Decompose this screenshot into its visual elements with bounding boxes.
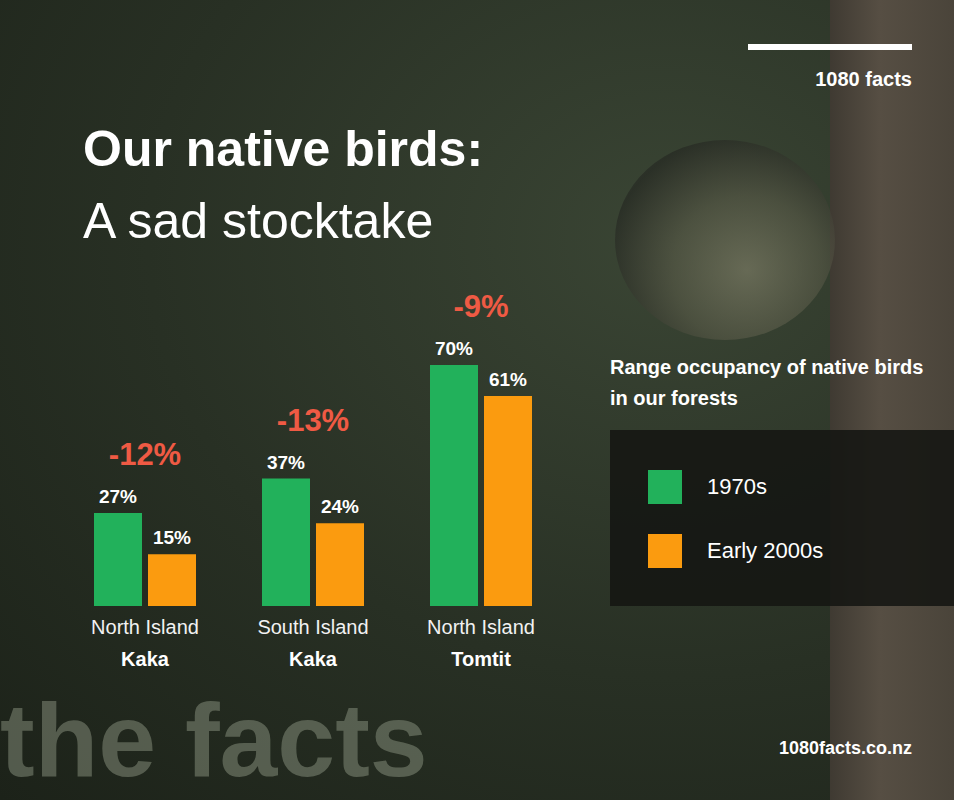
svg-text:-13%: -13%: [277, 403, 349, 438]
svg-text:37%: 37%: [267, 452, 305, 473]
html-text:1970s: 1970s: [707, 474, 767, 499]
svg-text:Tomtit: Tomtit: [451, 648, 511, 670]
svg-text:-9%: -9%: [453, 289, 508, 324]
svg-text:Kaka: Kaka: [121, 648, 170, 670]
html-text:Early 2000s: Early 2000s: [707, 538, 824, 563]
html-text:Range occupancy of native bird: Range occupancy of native birds in our f…: [610, 356, 924, 409]
html-text:1080facts.co.nz: 1080facts.co.nz: [778, 738, 912, 758]
html-text:1080 facts: 1080 facts: [815, 68, 912, 90]
svg-text:27%: 27%: [99, 486, 137, 507]
html-text:Our native birds:: Our native birds:: [83, 121, 484, 177]
svg-text:South Island: South Island: [257, 616, 368, 638]
svg-text:North Island: North Island: [91, 616, 199, 638]
svg-text:24%: 24%: [321, 496, 359, 517]
svg-text:61%: 61%: [489, 369, 527, 390]
svg-text:Kaka: Kaka: [289, 648, 338, 670]
svg-text:15%: 15%: [153, 527, 191, 548]
svg-text:-12%: -12%: [109, 437, 181, 472]
svg-text:70%: 70%: [435, 338, 473, 359]
html-text:the facts: the facts: [0, 682, 428, 798]
svg-text:North Island: North Island: [427, 616, 535, 638]
html-text:A sad stocktake: A sad stocktake: [83, 193, 434, 249]
